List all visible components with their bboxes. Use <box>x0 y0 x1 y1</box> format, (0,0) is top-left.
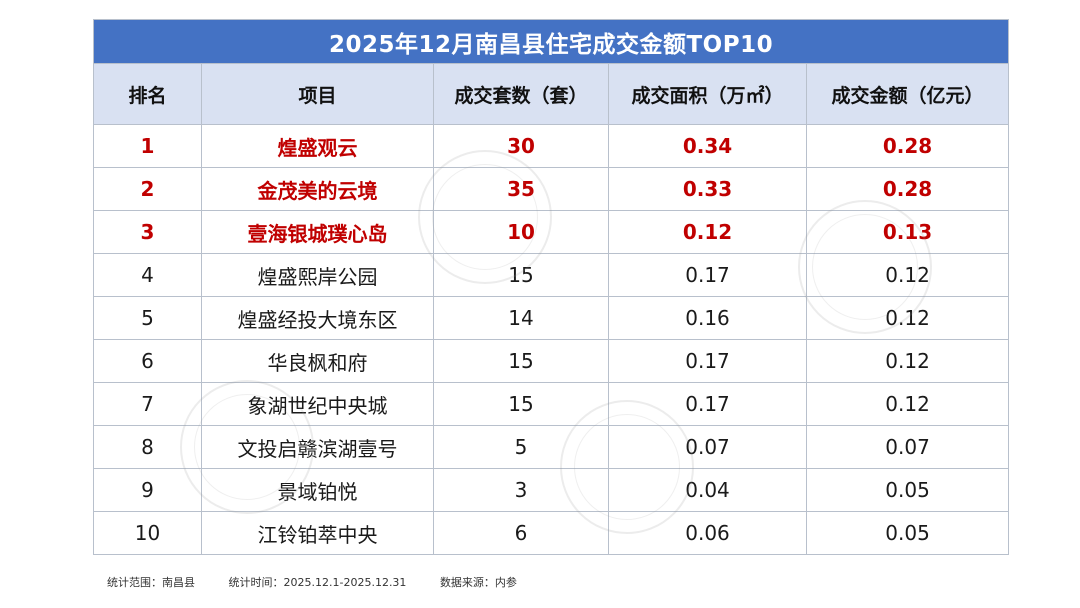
cell-amount: 0.28 <box>805 124 1010 168</box>
cell-area: 0.04 <box>608 468 807 512</box>
footer-source: 数据来源：内参 <box>439 576 517 589</box>
cell-area: 0.17 <box>608 339 807 383</box>
footer-notes: 统计范围：南昌县 统计时间：2025.12.1-2025.12.31 数据来源：… <box>107 574 547 590</box>
cell-project: 煌盛经投大境东区 <box>201 296 434 340</box>
cell-units: 6 <box>433 511 609 555</box>
cell-rank: 6 <box>93 339 202 383</box>
cell-units: 3 <box>433 468 609 512</box>
cell-project: 壹海银城璞心岛 <box>201 210 434 254</box>
cell-project: 江铃铂萃中央 <box>201 511 434 555</box>
cell-amount: 0.13 <box>805 210 1010 254</box>
cell-units: 15 <box>433 253 609 297</box>
footer-scope: 统计范围：南昌县 <box>107 576 195 589</box>
cell-units: 15 <box>433 382 609 426</box>
cell-project: 文投启赣滨湖壹号 <box>201 425 434 469</box>
table-row: 4 煌盛熙岸公园 15 0.17 0.12 <box>93 253 1010 297</box>
cell-rank: 3 <box>93 210 202 254</box>
table-row: 9 景域铂悦 3 0.04 0.05 <box>93 468 1010 512</box>
header-amount: 成交金额（亿元） <box>805 63 1010 125</box>
cell-area: 0.16 <box>608 296 807 340</box>
header-project: 项目 <box>201 63 434 125</box>
cell-area: 0.34 <box>608 124 807 168</box>
cell-units: 10 <box>433 210 609 254</box>
cell-units: 30 <box>433 124 609 168</box>
footer-period: 统计时间：2025.12.1-2025.12.31 <box>228 576 407 589</box>
header-units: 成交套数（套） <box>433 63 609 125</box>
table-row: 2 金茂美的云境 35 0.33 0.28 <box>93 167 1010 211</box>
cell-amount: 0.12 <box>805 296 1010 340</box>
table-row: 8 文投启赣滨湖壹号 5 0.07 0.07 <box>93 425 1010 469</box>
cell-project: 景域铂悦 <box>201 468 434 512</box>
cell-units: 5 <box>433 425 609 469</box>
cell-rank: 10 <box>93 511 202 555</box>
cell-amount: 0.12 <box>805 382 1010 426</box>
header-row: 排名 项目 成交套数（套） 成交面积（万㎡） 成交金额（亿元） <box>93 63 1010 125</box>
table-row: 10 江铃铂萃中央 6 0.06 0.05 <box>93 511 1010 555</box>
table-row: 1 煌盛观云 30 0.34 0.28 <box>93 124 1010 168</box>
cell-units: 14 <box>433 296 609 340</box>
header-area: 成交面积（万㎡） <box>608 63 807 125</box>
cell-amount: 0.12 <box>805 339 1010 383</box>
table-title: 2025年12月南昌县住宅成交金额TOP10 <box>92 19 1010 64</box>
cell-area: 0.33 <box>608 167 807 211</box>
cell-area: 0.06 <box>608 511 807 555</box>
cell-units: 35 <box>433 167 609 211</box>
table-row: 6 华良枫和府 15 0.17 0.12 <box>93 339 1010 383</box>
table-row: 3 壹海银城璞心岛 10 0.12 0.13 <box>93 210 1010 254</box>
cell-amount: 0.07 <box>805 425 1010 469</box>
cell-area: 0.07 <box>608 425 807 469</box>
cell-rank: 2 <box>93 167 202 211</box>
cell-rank: 7 <box>93 382 202 426</box>
cell-project: 煌盛观云 <box>201 124 434 168</box>
cell-area: 0.12 <box>608 210 807 254</box>
cell-project: 象湖世纪中央城 <box>201 382 434 426</box>
cell-units: 15 <box>433 339 609 383</box>
cell-area: 0.17 <box>608 382 807 426</box>
cell-area: 0.17 <box>608 253 807 297</box>
header-rank: 排名 <box>93 63 202 125</box>
cell-rank: 8 <box>93 425 202 469</box>
cell-rank: 1 <box>93 124 202 168</box>
cell-project: 华良枫和府 <box>201 339 434 383</box>
cell-amount: 0.05 <box>805 468 1010 512</box>
cell-amount: 0.12 <box>805 253 1010 297</box>
ranking-table-container: 2025年12月南昌县住宅成交金额TOP10 排名 项目 成交套数（套） 成交面… <box>92 19 1010 555</box>
table-row: 5 煌盛经投大境东区 14 0.16 0.12 <box>93 296 1010 340</box>
cell-rank: 9 <box>93 468 202 512</box>
ranking-table: 2025年12月南昌县住宅成交金额TOP10 排名 项目 成交套数（套） 成交面… <box>92 19 1010 555</box>
cell-project: 金茂美的云境 <box>201 167 434 211</box>
table-row: 7 象湖世纪中央城 15 0.17 0.12 <box>93 382 1010 426</box>
table-body: 1 煌盛观云 30 0.34 0.28 2 金茂美的云境 35 0.33 0.28 3 壹海银城璞心岛… <box>93 124 1010 555</box>
cell-project: 煌盛熙岸公园 <box>201 253 434 297</box>
cell-rank: 4 <box>93 253 202 297</box>
cell-amount: 0.05 <box>805 511 1010 555</box>
cell-amount: 0.28 <box>805 167 1010 211</box>
cell-rank: 5 <box>93 296 202 340</box>
